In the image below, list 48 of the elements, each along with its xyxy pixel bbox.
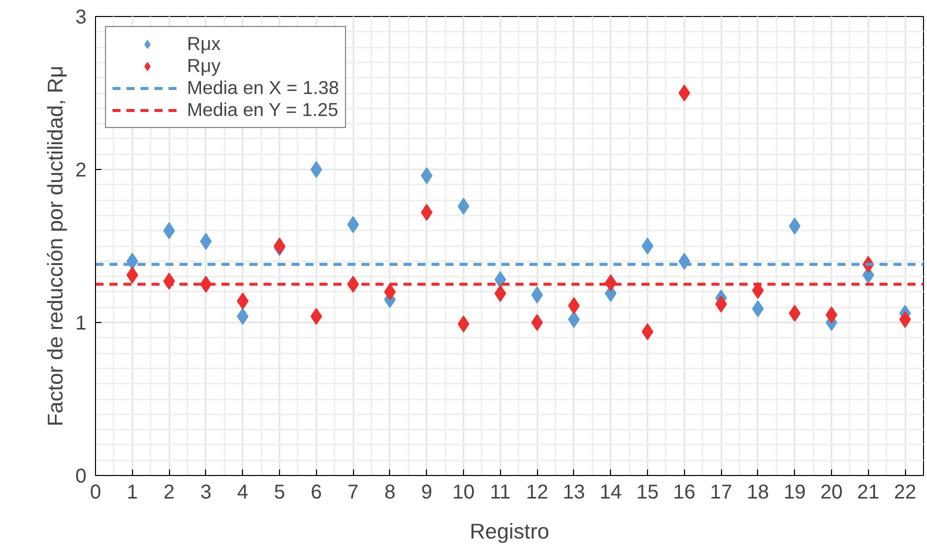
point: [604, 274, 617, 292]
point: [236, 292, 249, 310]
point: [310, 308, 322, 325]
x-tick-label: 10: [452, 482, 475, 504]
point: [494, 284, 506, 302]
point: [788, 304, 801, 322]
x-tick-label: 7: [348, 482, 359, 504]
x-tick-label: 15: [636, 482, 659, 504]
point: [126, 266, 138, 284]
point: [494, 271, 506, 288]
point: [531, 314, 543, 331]
x-tick-label: 1: [126, 482, 138, 504]
x-tick-label: 9: [421, 482, 432, 504]
y-tick-label: 1: [75, 312, 86, 334]
x-tick-label: 5: [274, 482, 286, 504]
x-tick-label: 8: [384, 482, 396, 504]
point: [788, 218, 801, 235]
y-tick-label: 0: [75, 466, 86, 488]
legend-label: Media en X = 1.38: [187, 77, 339, 99]
x-tick-label: 13: [562, 482, 586, 504]
point: [236, 308, 249, 325]
x-tick-label: 4: [237, 482, 248, 504]
x-tick-label: 16: [673, 482, 696, 504]
x-tick-label: 12: [526, 482, 548, 504]
x-tick-label: 18: [746, 482, 770, 504]
x-tick-label: 2: [164, 482, 175, 504]
point: [310, 161, 322, 178]
y-axis-title: Factor de reducción por ductilidad, Rμ: [43, 66, 68, 426]
x-tick-label: 19: [784, 482, 806, 504]
x-tick-label: 20: [820, 482, 843, 504]
x-tick-label: 14: [600, 482, 622, 504]
point: [420, 204, 433, 221]
point: [678, 84, 690, 102]
y-tick-label: 2: [75, 160, 86, 182]
legend-label: Media en Y = 1.25: [187, 99, 338, 121]
x-tick-label: 11: [490, 482, 511, 504]
legend-label: Rμx: [187, 33, 221, 55]
x-tick-label: 17: [710, 482, 732, 504]
legend-label: Rμy: [187, 55, 221, 77]
x-tick-label: 22: [894, 482, 916, 504]
x-tick-label: 6: [310, 482, 322, 504]
point: [642, 238, 654, 254]
y-tick-label: 3: [75, 6, 86, 28]
point: [420, 167, 433, 184]
x-axis-title: Registro: [470, 520, 550, 544]
x-tick-label: 3: [200, 482, 212, 504]
x-tick-label: 0: [90, 482, 102, 504]
x-tick-label: 21: [857, 482, 880, 504]
